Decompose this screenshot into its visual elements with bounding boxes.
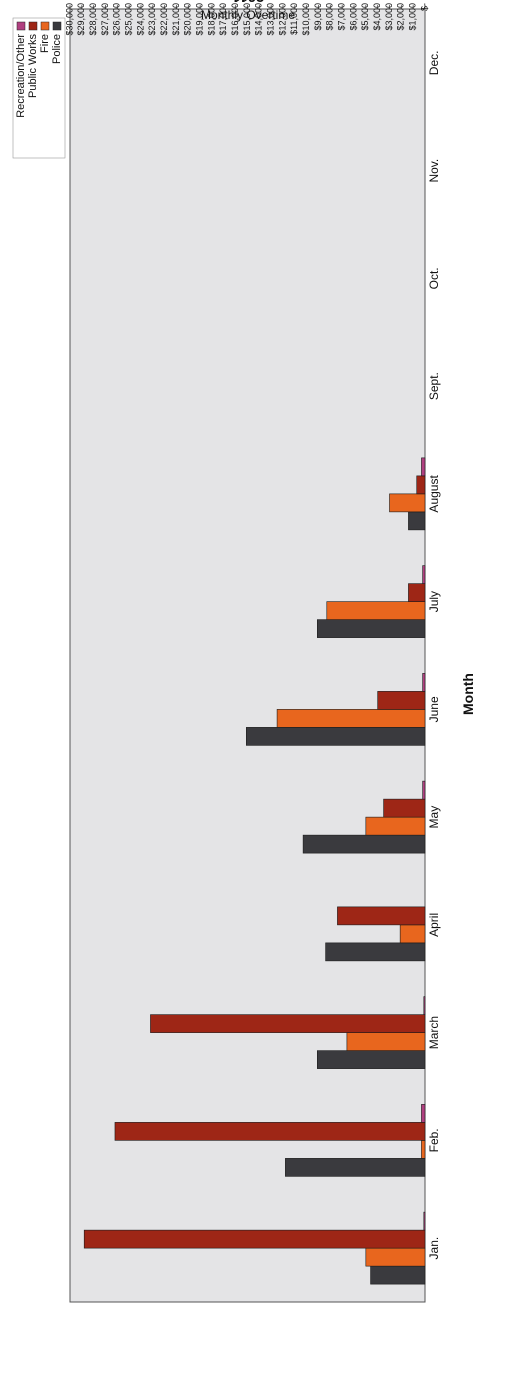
- y-tick-label: $10,000: [301, 3, 311, 36]
- x-tick-label: April: [427, 913, 441, 937]
- y-tick-label: $22,000: [159, 3, 169, 36]
- y-tick-label: $4,000: [372, 3, 382, 31]
- plot-area: [69, 8, 426, 1303]
- bar-police-march: [317, 1050, 426, 1069]
- bar-recreation-other-august: [421, 457, 426, 477]
- y-tick-label: $26,000: [112, 3, 122, 36]
- bar-fire-august: [389, 493, 426, 513]
- y-tick-label: $12,000: [277, 3, 287, 36]
- x-tick-label: Feb.: [427, 1128, 441, 1152]
- y-tick-label: $13,000: [266, 3, 276, 36]
- y-tick-label: $29,000: [76, 3, 86, 36]
- y-tick-label: $19,000: [195, 3, 205, 36]
- y-tick-label: $6,000: [348, 3, 358, 31]
- bar-recreation-other-june: [422, 673, 426, 692]
- y-tick-label: $3,000: [384, 3, 394, 31]
- y-tick-label: $15,000: [242, 3, 252, 36]
- y-tick-label: $1,000: [408, 3, 418, 31]
- y-tick-label: $16,000: [230, 3, 240, 36]
- bar-fire-july: [326, 601, 426, 620]
- bar-fire-feb: [421, 1140, 426, 1159]
- bar-public-works-april: [337, 906, 426, 926]
- x-tick-label: Nov.: [427, 159, 441, 183]
- y-tick-label: $24,000: [135, 3, 145, 36]
- bar-public-works-july: [408, 583, 426, 602]
- x-axis: Jan. Feb. March April May June July August Sept.…: [427, 51, 441, 1260]
- legend-label-recreation-other: Recreation/Other: [15, 34, 27, 118]
- y-tick-label: $28,000: [88, 3, 98, 36]
- bar-fire-june: [276, 709, 426, 728]
- legend-label-police: Police: [51, 34, 63, 64]
- bar-police-april: [325, 942, 426, 962]
- bar-public-works-feb: [114, 1122, 426, 1141]
- y-tick-label: $23,000: [147, 3, 157, 36]
- x-tick-label: Oct.: [427, 267, 441, 289]
- bars-group: [83, 457, 426, 1285]
- y-tick-label: $18,000: [206, 3, 216, 36]
- bar-recreation-other-feb: [421, 1104, 426, 1123]
- bar-recreation-other-jan: [423, 1211, 426, 1231]
- y-tick-label: $7,000: [337, 3, 347, 31]
- y-axis: $-$1,000$2,000$3,000$4,000$5,000$6,000$7…: [64, 3, 429, 36]
- bar-public-works-may: [383, 798, 426, 818]
- legend-swatch-fire: [40, 21, 50, 31]
- x-tick-label: May: [427, 806, 441, 829]
- y-tick-label: $25,000: [124, 3, 134, 36]
- x-tick-label: March: [427, 1016, 441, 1049]
- y-tick-label: $17,000: [218, 3, 228, 36]
- bar-fire-may: [365, 816, 426, 836]
- bar-police-june: [246, 727, 426, 746]
- bar-police-jan: [370, 1265, 426, 1285]
- bar-police-feb: [285, 1158, 426, 1177]
- legend-label-public-works: Public Works: [27, 34, 39, 98]
- x-tick-label: July: [427, 591, 441, 612]
- bar-public-works-jan: [83, 1229, 426, 1249]
- bar-recreation-other-march: [423, 996, 426, 1015]
- y-tick-label: $-: [419, 3, 429, 11]
- y-tick-label: $2,000: [396, 3, 406, 31]
- y-tick-label: $21,000: [171, 3, 181, 36]
- y-tick-label: $14,000: [254, 3, 264, 36]
- x-tick-label: June: [427, 696, 441, 722]
- x-tick-label: Jan.: [427, 1237, 441, 1260]
- bar-fire-march: [346, 1032, 426, 1051]
- x-tick-label: August: [427, 475, 441, 513]
- bar-public-works-march: [150, 1014, 426, 1033]
- legend-label-fire: Fire: [39, 34, 51, 53]
- legend-box: [12, 17, 66, 159]
- legend-swatch-public-works: [28, 21, 38, 31]
- x-axis-title: Month: [460, 673, 476, 715]
- bar-police-july: [317, 619, 426, 638]
- x-tick-label: Dec.: [427, 51, 441, 76]
- y-tick-label: $27,000: [100, 3, 110, 36]
- bar-public-works-june: [377, 691, 426, 710]
- legend-swatch-police: [52, 21, 62, 31]
- y-tick-label: $8,000: [325, 3, 335, 31]
- bar-fire-april: [399, 924, 426, 944]
- bar-recreation-other-july: [422, 565, 426, 584]
- y-tick-label: $20,000: [183, 3, 193, 36]
- bar-public-works-august: [416, 475, 426, 495]
- y-tick-label: $9,000: [313, 3, 323, 31]
- legend-swatch-recreation-other: [16, 21, 26, 31]
- bar-police-may: [302, 834, 426, 854]
- x-tick-label: Sept.: [427, 372, 441, 400]
- y-tick-label: $5,000: [360, 3, 370, 31]
- y-tick-label: $11,000: [289, 3, 299, 35]
- bar-police-august: [408, 511, 426, 531]
- y-tick-label: $30,000: [64, 3, 74, 36]
- chart-title: 2011: [232, 0, 265, 5]
- bar-fire-jan: [365, 1247, 426, 1267]
- bar-recreation-other-may: [422, 780, 426, 800]
- y-axis-title: Monthly Overtime: [201, 8, 295, 22]
